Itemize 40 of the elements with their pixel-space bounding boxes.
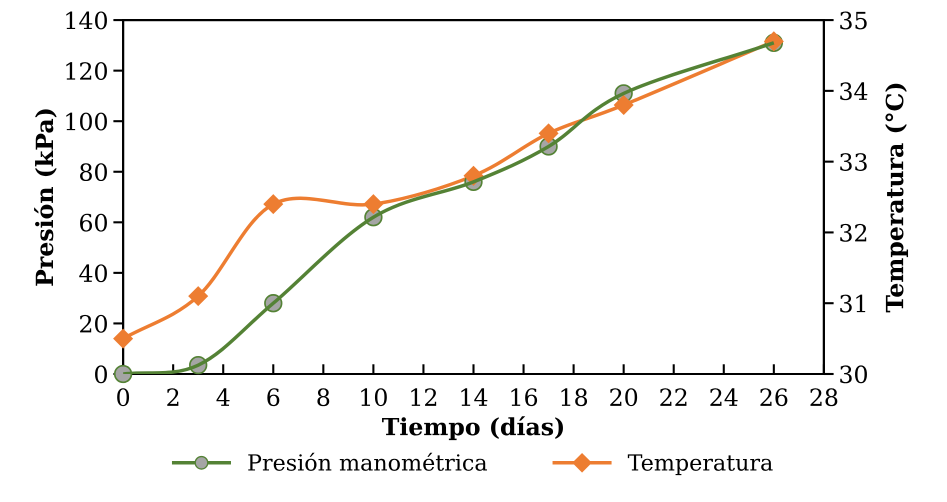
x-tick-label: 18 — [561, 388, 588, 406]
y-tick-label: 60 — [80, 214, 107, 232]
y2-tick-label: 33 — [840, 153, 867, 171]
x-tick-label: 14 — [461, 388, 488, 406]
x-tick-label: 24 — [710, 388, 738, 406]
y2-tick-label: 31 — [840, 294, 866, 313]
y-tick-label: 120 — [66, 62, 107, 80]
point — [188, 286, 208, 306]
y-tick-label: 80 — [80, 163, 107, 182]
point — [364, 194, 384, 214]
x-tick-label: 26 — [760, 388, 788, 406]
x-axis-title: Tiempo (días) — [382, 416, 563, 440]
point — [538, 124, 558, 144]
x-tick-label: 28 — [810, 388, 838, 406]
y-axis-title: Presión (kPa) — [34, 109, 57, 286]
y2-tick-label: 30 — [840, 365, 867, 384]
x-tick-label: 22 — [660, 388, 686, 406]
y2-tick-label: 32 — [840, 224, 866, 242]
legend-label: Temperatura — [628, 454, 773, 476]
legend-label: Presión manométrica — [248, 452, 487, 471]
point — [614, 95, 634, 115]
y-tick-label: 0 — [95, 365, 107, 384]
x-tick-label: 20 — [610, 388, 638, 406]
y-tick-label: 20 — [80, 314, 107, 333]
y2-tick-label: 35 — [840, 12, 867, 30]
x-tick-label: 8 — [317, 388, 330, 406]
y2-axis-title: Temperatura (°C) — [885, 84, 908, 312]
x-tick-label: 2 — [167, 388, 178, 406]
y-tick-label: 140 — [66, 12, 107, 30]
x-tick-label: 0 — [117, 388, 130, 406]
y-tick-label: 40 — [79, 264, 107, 282]
point — [264, 194, 283, 214]
x-tick-label: 6 — [267, 388, 280, 406]
y-tick-label: 100 — [66, 112, 107, 131]
x-tick-label: 4 — [216, 388, 230, 406]
x-tick-label: 10 — [361, 388, 387, 406]
point — [113, 328, 133, 348]
y2-tick-label: 34 — [840, 82, 868, 100]
x-tick-label: 16 — [511, 388, 538, 406]
x-tick-label: 12 — [411, 388, 436, 406]
